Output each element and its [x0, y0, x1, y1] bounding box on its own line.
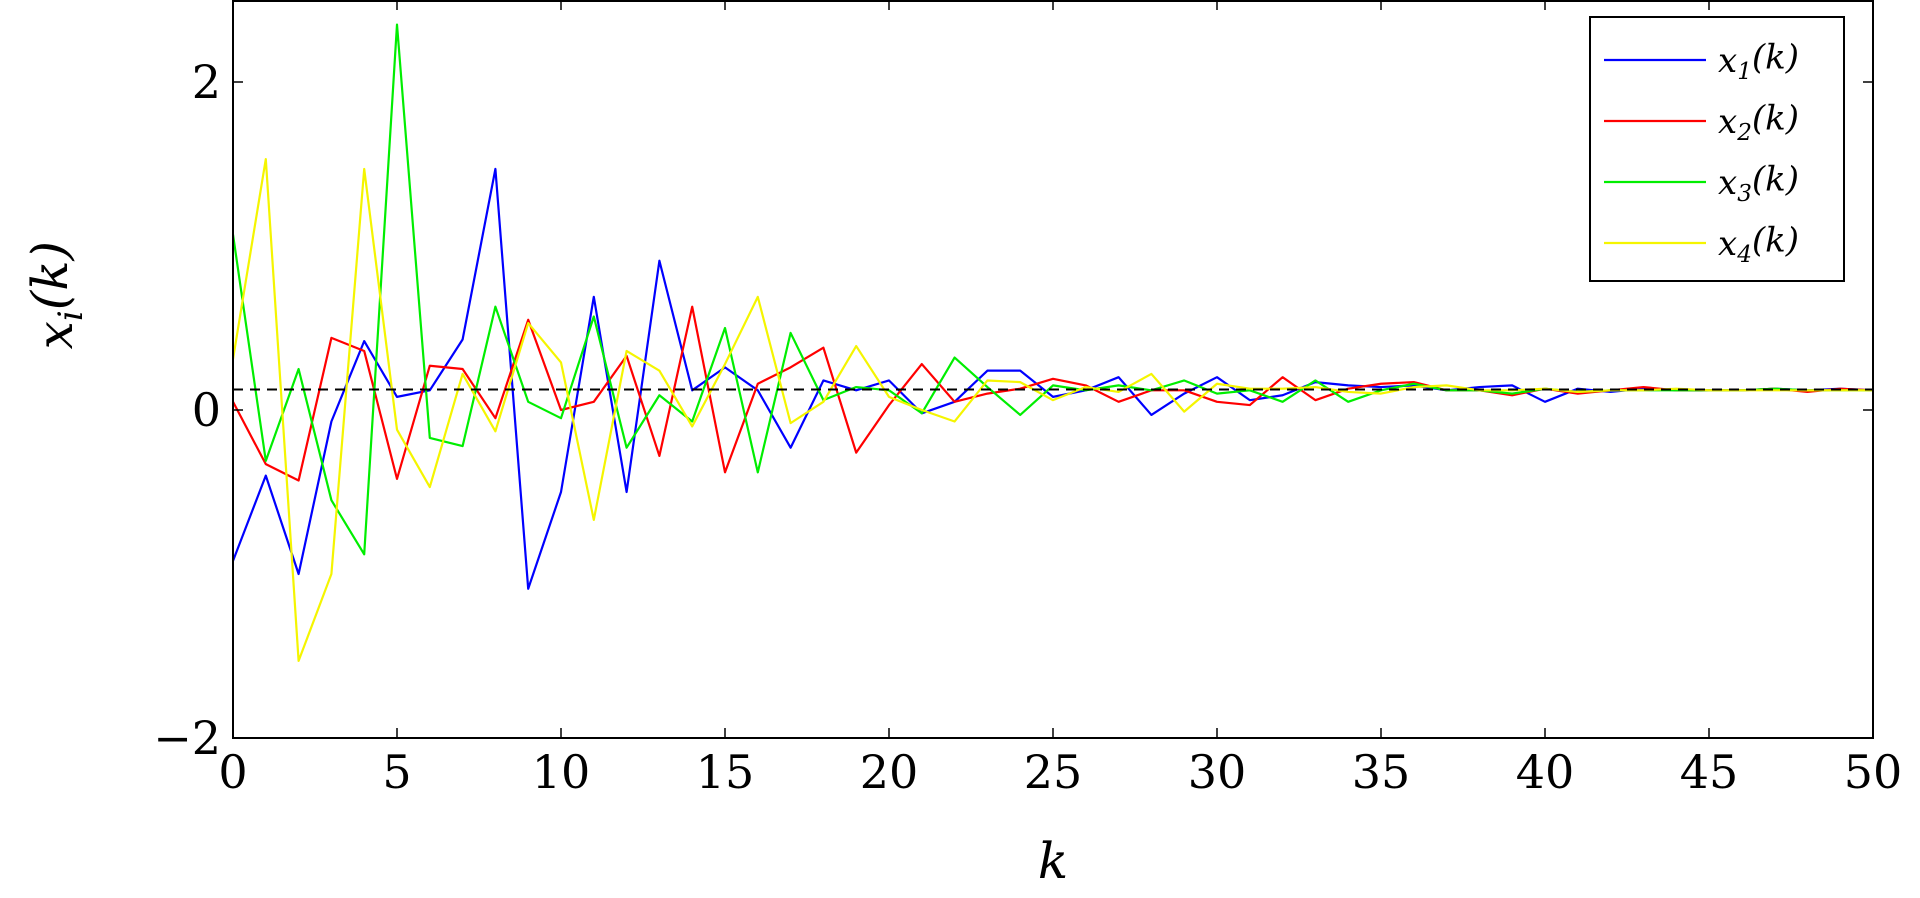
x-tick-label: 30	[1188, 745, 1247, 799]
x-tick-label: 15	[696, 745, 755, 799]
x-axis-label: k	[1038, 832, 1068, 890]
x-tick-label: 10	[532, 745, 591, 799]
tick-layer: 0 5 10 15 20 25 30 35 40 45 50−202	[153, 0, 1902, 799]
x-tick-label: 50	[1844, 745, 1903, 799]
y-tick-label: 2	[192, 55, 221, 109]
legend-label-3: x3(k)	[1718, 160, 1799, 207]
y-tick-label: 0	[192, 383, 221, 437]
x-tick-label: 0	[218, 745, 247, 799]
legend-label-4: x4(k)	[1718, 221, 1799, 268]
legend-label-1: x1(k)	[1718, 38, 1799, 85]
x-tick-label: 25	[1024, 745, 1083, 799]
series-line-4	[233, 157, 1873, 663]
x-tick-label: 5	[382, 745, 411, 799]
x-tick-label: 40	[1516, 745, 1575, 799]
y-tick-label: −2	[153, 711, 221, 765]
x-tick-label: 20	[860, 745, 919, 799]
legend-label-2: x2(k)	[1718, 99, 1799, 146]
legend-box	[1589, 16, 1845, 282]
x-tick-label: 45	[1680, 745, 1739, 799]
y-axis-label: xi(k)	[21, 241, 91, 349]
x-tick-label: 35	[1352, 745, 1411, 799]
series-layer	[233, 23, 1873, 663]
series-line-2	[233, 305, 1873, 482]
legend: x1(k) x2(k) x3(k) x4(k)	[1589, 16, 1845, 282]
